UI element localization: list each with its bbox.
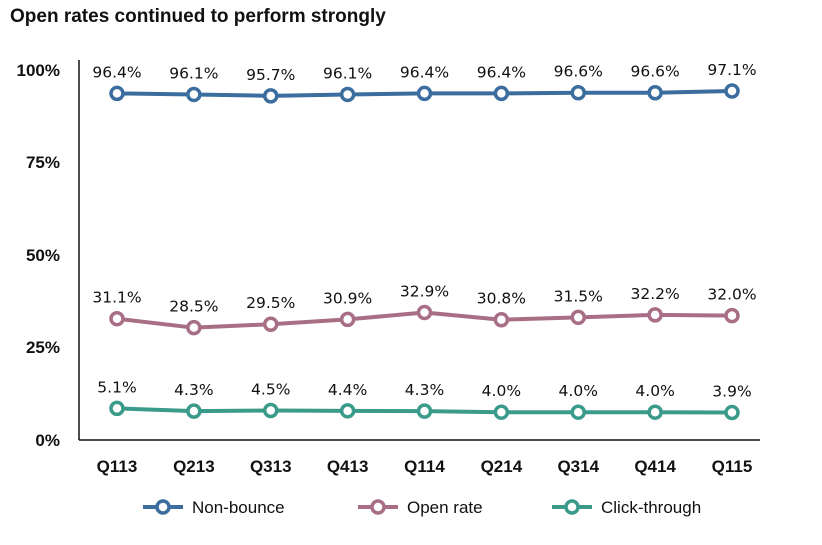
x-tick-label: Q115 <box>712 457 753 476</box>
data-label: 4.3% <box>405 381 444 399</box>
data-label: 31.1% <box>92 289 141 307</box>
data-label: 96.4% <box>477 63 526 81</box>
data-label: 97.1% <box>707 61 756 79</box>
data-label: 96.1% <box>169 64 218 82</box>
data-label: 96.1% <box>323 64 372 82</box>
data-label: 32.9% <box>400 282 449 300</box>
data-point <box>416 403 433 419</box>
data-point <box>647 84 663 101</box>
x-tick-label: Q313 <box>250 457 292 476</box>
data-label: 96.4% <box>92 63 141 81</box>
data-label: 4.4% <box>328 381 367 399</box>
data-label: 96.6% <box>554 63 603 81</box>
data-label: 95.7% <box>246 66 295 84</box>
data-label: 30.9% <box>323 289 372 307</box>
data-point <box>647 404 663 420</box>
data-point <box>186 86 202 103</box>
legend-label: Non-bounce <box>192 498 285 517</box>
legend-marker <box>564 499 580 515</box>
data-point <box>493 311 510 328</box>
y-tick-label: 75% <box>26 153 60 172</box>
y-tick-label: 25% <box>26 338 60 357</box>
chart-axes: 0% 25% 50% 75% 100% Q113 Q213 Q313 Q413 Q114 Q214 Q… <box>17 60 760 476</box>
data-label: 4.0% <box>482 382 521 400</box>
y-tick-label: 100% <box>17 61 60 80</box>
data-point <box>186 403 202 419</box>
data-label: 96.6% <box>631 63 680 81</box>
data-point <box>263 402 279 419</box>
data-label: 96.4% <box>400 63 449 81</box>
data-point <box>339 311 356 328</box>
legend-marker <box>370 499 386 515</box>
data-point <box>570 84 586 101</box>
series-layer <box>109 83 740 421</box>
data-point <box>339 403 356 419</box>
y-tick-label: 50% <box>26 246 60 265</box>
x-tick-label: Q314 <box>557 457 599 476</box>
data-label: 4.0% <box>559 382 598 400</box>
data-point <box>109 85 125 102</box>
legend-label: Click-through <box>601 498 701 517</box>
data-label: 4.3% <box>174 381 213 399</box>
data-label: 32.2% <box>631 285 680 303</box>
data-point <box>493 85 510 102</box>
data-label: 32.0% <box>707 286 756 304</box>
data-label: 5.1% <box>97 378 136 396</box>
data-label: 30.8% <box>477 290 526 308</box>
x-tick-label: Q113 <box>97 457 138 476</box>
data-label: 31.5% <box>554 287 603 305</box>
data-point <box>109 400 125 417</box>
x-tick-label: Q413 <box>327 457 369 476</box>
data-label: 3.9% <box>712 383 751 401</box>
x-tick-label: Q213 <box>173 457 215 476</box>
data-point <box>493 404 510 420</box>
data-point <box>724 404 740 421</box>
data-point <box>570 404 586 420</box>
data-label: 4.0% <box>635 382 674 400</box>
data-labels-layer: 96.4% 96.1% 95.7% 96.1% 96.4% 96.4% 96.6% 96.6%… <box>92 61 756 401</box>
data-point <box>263 88 279 104</box>
legend-marker <box>155 499 171 515</box>
data-point <box>724 307 740 324</box>
data-label: 4.5% <box>251 380 290 398</box>
legend-label: Open rate <box>407 498 483 517</box>
x-tick-label: Q114 <box>404 457 445 476</box>
data-point <box>647 307 663 323</box>
x-tick-label: Q214 <box>481 457 523 476</box>
data-point <box>416 85 433 102</box>
data-point <box>724 83 740 99</box>
y-tick-label: 0% <box>35 431 60 450</box>
chart-title: Open rates continued to perform strongly <box>10 6 386 27</box>
chart-legend: Non-bounce Open rate Click-through <box>143 498 701 517</box>
data-point <box>109 310 125 327</box>
data-label: 28.5% <box>169 298 218 316</box>
data-label: 29.5% <box>246 294 295 312</box>
data-point <box>570 309 586 326</box>
x-tick-label: Q414 <box>634 457 676 476</box>
data-point <box>339 86 356 103</box>
data-point <box>263 316 279 332</box>
data-point <box>416 304 433 321</box>
data-point <box>186 319 202 336</box>
